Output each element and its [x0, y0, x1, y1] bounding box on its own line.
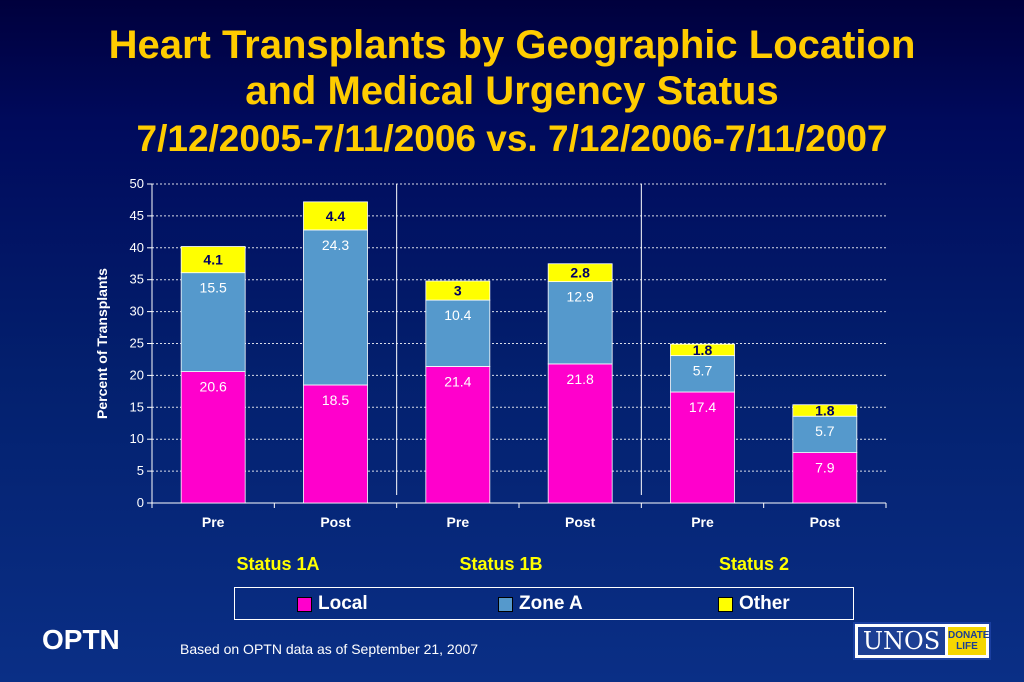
data-label: 4.4 [326, 208, 346, 224]
group-label-status-1a: Status 1A [236, 554, 320, 574]
y-tick-label: 45 [130, 208, 144, 223]
bar-segment-local [303, 384, 368, 504]
bar-segment-other [670, 343, 735, 357]
bar-segment-zone-a [547, 281, 613, 365]
bar-segment-local [670, 391, 735, 504]
bar-segment-zone-a [792, 415, 858, 453]
legend-item-local: Local [297, 593, 368, 614]
badge-line-1: DONATE [948, 630, 990, 641]
y-tick-label: 20 [130, 367, 144, 382]
y-tick-label: 15 [130, 399, 144, 414]
legend-item-zone-a: Zone A [498, 593, 583, 614]
data-label: 1.8 [693, 342, 713, 358]
x-tick-label: Post [320, 514, 351, 530]
bar-segment-other [425, 280, 491, 301]
x-tick-label: Pre [691, 514, 714, 530]
y-tick-label: 50 [130, 176, 144, 191]
chart-legend: Local Zone A Other [234, 587, 854, 620]
data-label: 17.4 [689, 399, 716, 415]
bar-segment-local [180, 371, 246, 504]
data-label: 24.3 [322, 237, 349, 253]
plot-area [152, 184, 886, 503]
data-label: 12.9 [567, 289, 594, 305]
bar-segment-other [303, 201, 368, 231]
data-label: 15.5 [200, 280, 227, 296]
x-tick-label: Post [565, 514, 596, 530]
y-tick-label: 0 [137, 495, 144, 510]
title-line-2: and Medical Urgency Status [245, 69, 779, 113]
x-tick-label: Pre [202, 514, 225, 530]
legend-label-local: Local [318, 593, 368, 614]
y-tick-label: 5 [137, 463, 144, 478]
data-label: 5.7 [815, 423, 835, 439]
slide-title: Heart Transplants by Geographic Location… [0, 22, 1024, 160]
x-tick-label: Post [810, 514, 841, 530]
data-label: 21.4 [444, 373, 471, 389]
data-label: 20.6 [200, 379, 227, 395]
bar-segment-other [792, 404, 858, 417]
data-label: 2.8 [570, 265, 590, 281]
bar-segment-zone-a [303, 229, 368, 386]
y-axis-label: Percent of Transplants [94, 268, 110, 419]
bar-segment-local [792, 452, 858, 504]
y-tick-label: 35 [130, 272, 144, 287]
data-source-note: Based on OPTN data as of September 21, 2… [180, 641, 479, 657]
data-label: 7.9 [815, 460, 835, 476]
y-tick-label: 25 [130, 336, 144, 351]
donate-life-badge: DONATE LIFE [948, 627, 990, 655]
legend-swatch-local [297, 596, 312, 612]
bar-segment-other [180, 246, 246, 274]
title-date-range: 7/12/2005-7/11/2006 vs. 7/12/2006-7/11/2… [136, 118, 888, 159]
legend-swatch-other [718, 596, 733, 612]
legend-item-other: Other [718, 593, 790, 614]
unos-logo: UNOS DONATE LIFE [853, 622, 991, 660]
y-tick-label: 10 [130, 431, 144, 446]
bar-segment-zone-a [425, 299, 491, 367]
bar-segment-zone-a [180, 272, 246, 372]
y-tick-label: 30 [130, 304, 144, 319]
data-label: 18.5 [322, 392, 349, 408]
data-label: 4.1 [203, 252, 223, 268]
bar-segment-other [547, 263, 613, 283]
group-label-status-1b: Status 1B [459, 554, 543, 574]
data-label: 21.8 [567, 371, 594, 387]
legend-swatch-zone-a [498, 596, 513, 612]
group-label-status-2: Status 2 [718, 554, 790, 574]
y-tick-label: 40 [130, 240, 144, 255]
badge-line-2: LIFE [956, 641, 978, 652]
data-label: 1.8 [815, 402, 835, 418]
bar-segment-local [425, 366, 491, 504]
optn-logo-text: OPTN [42, 624, 120, 655]
data-label: 3 [454, 283, 462, 299]
unos-logo-text: UNOS [858, 627, 945, 655]
title-line-1: Heart Transplants by Geographic Location [108, 23, 916, 67]
legend-label-zone-a: Zone A [519, 593, 583, 614]
x-tick-label: Pre [447, 514, 470, 530]
legend-label-other: Other [739, 593, 790, 614]
data-label: 5.7 [693, 363, 713, 379]
data-label: 10.4 [444, 307, 471, 323]
